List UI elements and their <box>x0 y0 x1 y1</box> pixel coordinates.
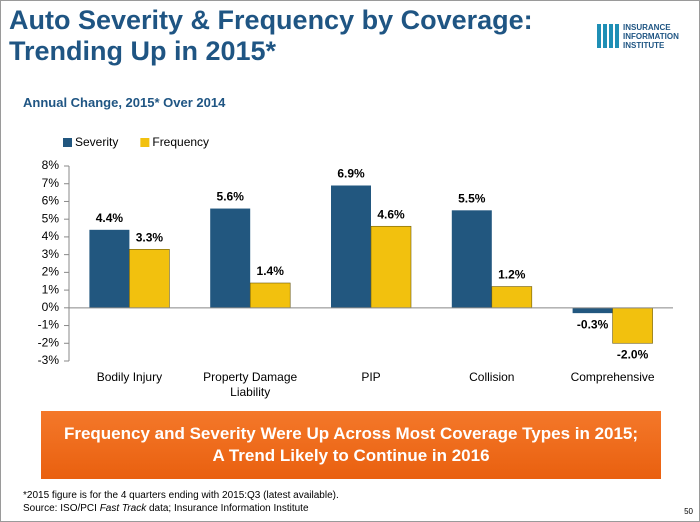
y-tick-label: -3% <box>38 353 60 367</box>
source: Source: ISO/PCI Fast Track data; Insuran… <box>23 502 339 515</box>
x-tick-label-box: Collision <box>469 370 515 384</box>
bar <box>491 286 533 309</box>
legend-label: Frequency <box>152 135 209 149</box>
logo: INSURANCE INFORMATION INSTITUTE <box>597 23 697 51</box>
logo-line: INFORMATION <box>623 32 679 41</box>
bar <box>129 249 170 309</box>
y-tick-label: 8% <box>42 158 60 172</box>
banner-text: Frequency and Severity Were Up Across Mo… <box>63 424 639 465</box>
bar <box>612 307 653 344</box>
y-tick-label: 6% <box>42 194 60 208</box>
logo-text: INSURANCE INFORMATION INSTITUTE <box>623 23 679 50</box>
y-tick-label: 2% <box>42 265 60 279</box>
data-label: 1.4% <box>257 264 285 278</box>
x-tick-label: Property Damage Liability <box>203 370 298 399</box>
data-label: -0.3% <box>577 317 609 331</box>
x-tick-label: Comprehensive <box>570 370 655 384</box>
x-tick-label: Collision <box>469 370 515 384</box>
x-tick-label: Bodily Injury <box>96 370 163 384</box>
y-tick-label: 3% <box>42 247 60 261</box>
logo-mark <box>597 24 619 48</box>
legend-swatch <box>140 138 150 147</box>
y-tick-label: 4% <box>42 229 60 243</box>
y-tick-label: -2% <box>38 335 60 349</box>
slide-title: Auto Severity & Frequency by Coverage: T… <box>9 5 533 66</box>
y-tick-label: 5% <box>42 211 60 225</box>
y-tick-label: 7% <box>42 176 60 190</box>
x-tick-label-box: Comprehensive <box>570 370 655 384</box>
y-tick-label: 1% <box>42 282 60 296</box>
footnote: *2015 figure is for the 4 quarters endin… <box>23 490 339 501</box>
bar <box>89 229 130 308</box>
data-label: 3.3% <box>136 230 164 244</box>
source-text: Source: ISO/PCI <box>23 503 100 514</box>
source-text: Fast Track <box>99 503 147 514</box>
bar <box>249 282 291 309</box>
x-tick-label-box: Bodily Injury <box>96 370 163 384</box>
chart-subtitle: Annual Change, 2015* Over 2014 <box>23 95 226 110</box>
y-tick-label: 0% <box>42 300 60 314</box>
banner: Frequency and Severity Were Up Across Mo… <box>41 411 661 479</box>
data-label: -2.0% <box>617 347 649 361</box>
data-label: 4.4% <box>96 211 124 225</box>
bar <box>370 225 412 309</box>
data-label: 5.6% <box>217 190 245 204</box>
data-label: 1.2% <box>498 268 526 282</box>
page-number: 50 <box>684 507 693 516</box>
bar <box>331 185 371 308</box>
x-tick-label-box: PIP <box>361 370 381 384</box>
bar <box>572 307 613 314</box>
bar <box>210 208 251 308</box>
x-tick-label-box: Property Damage Liability <box>203 370 298 399</box>
data-label: 6.9% <box>337 167 365 181</box>
x-tick-label: PIP <box>361 370 381 384</box>
footnotes: *2015 figure is for the 4 quarters endin… <box>23 489 339 515</box>
data-label: 4.6% <box>377 207 405 221</box>
logo-line: INSTITUTE <box>623 41 665 50</box>
legend-label: Severity <box>75 135 118 149</box>
source-text: data; Insurance Information Institute <box>146 503 309 514</box>
legend-swatch <box>63 138 72 147</box>
y-tick-label: -1% <box>38 318 60 332</box>
data-label: 5.5% <box>458 191 486 205</box>
bar <box>451 210 492 308</box>
logo-line: INSURANCE <box>623 23 671 32</box>
